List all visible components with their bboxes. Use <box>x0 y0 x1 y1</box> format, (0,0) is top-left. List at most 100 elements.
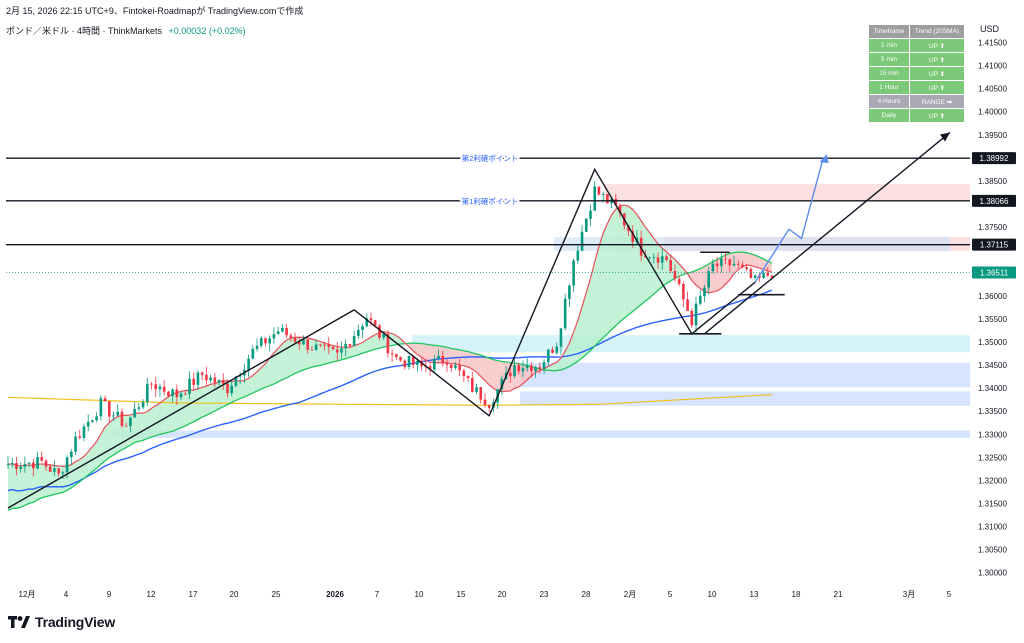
ma-fill-up <box>354 344 359 356</box>
ma-fill-up <box>582 292 587 358</box>
ma-fill-up <box>265 358 270 388</box>
ma-fill-up <box>113 416 118 455</box>
ma-fill-up <box>278 343 283 382</box>
candle <box>226 383 229 394</box>
candle <box>445 363 449 365</box>
candle <box>682 283 685 300</box>
candle <box>466 375 470 379</box>
candle <box>407 356 411 367</box>
zone-support <box>520 391 970 406</box>
zone-support <box>520 362 970 388</box>
candle <box>36 456 39 469</box>
candle <box>91 420 94 422</box>
ma-fill-up <box>16 465 21 509</box>
ma-fill-down <box>729 252 735 280</box>
candle <box>217 379 221 383</box>
ma-fill-down <box>430 344 435 363</box>
candle <box>297 341 301 345</box>
price-tick-label: 1.34000 <box>978 384 1007 393</box>
ma-fill-up <box>206 384 211 416</box>
ma-fill-up <box>607 214 612 334</box>
candle <box>538 367 542 369</box>
ma-fill-down <box>463 350 469 367</box>
candle <box>285 327 288 336</box>
drawings-layer <box>7 131 951 509</box>
price-axis[interactable]: 1.38992 1.38066 1.37115 1.41500 1.41000 1.405… <box>972 39 1016 578</box>
candle <box>525 365 529 369</box>
trend-table-header: Timeframe Trend (20SMA) <box>868 24 965 39</box>
candle <box>627 225 630 232</box>
ma-fill-up <box>632 209 637 312</box>
time-axis[interactable]: 12月 4 9 12 17 20 25 2026 7 10 15 20 23 28 2月 5 10 13 18 21 3… <box>19 590 952 599</box>
ma-fill-down <box>451 348 456 364</box>
candle <box>728 259 732 266</box>
candle <box>378 325 381 338</box>
currency-label[interactable]: USD <box>980 24 1000 34</box>
zigzag-pattern <box>7 167 756 509</box>
ma-fill-up <box>316 340 321 367</box>
candle <box>221 379 225 384</box>
candle <box>289 335 293 338</box>
tradingview-logo[interactable]: TradingView <box>8 614 115 630</box>
candle <box>162 386 166 392</box>
ma-mid-line <box>7 251 773 511</box>
candle <box>741 264 744 268</box>
time-tick-label: 5 <box>668 590 673 599</box>
time-tick-label: 15 <box>457 590 466 599</box>
ma-fill-down <box>417 343 422 358</box>
ma-fill-up <box>282 340 287 380</box>
candle <box>247 358 250 370</box>
symbol-title: ポンド／米ドル · 4時間 · ThinkMarkets <box>6 26 163 36</box>
candle <box>652 257 656 259</box>
ma-fill-up <box>189 390 194 424</box>
ma-fill-up <box>628 206 633 315</box>
ma-fill-up <box>20 465 25 508</box>
candle <box>23 463 27 467</box>
candle <box>99 398 103 417</box>
trend-value: RANGE ➡ <box>909 94 965 109</box>
time-tick-label: 18 <box>792 590 801 599</box>
price-tick-label: 1.36000 <box>978 292 1007 301</box>
candle <box>230 385 234 394</box>
ma-fill-up <box>210 383 215 414</box>
trend-timeframe: 1 min <box>868 38 910 53</box>
zone-resistance <box>604 184 970 202</box>
candle <box>340 348 343 353</box>
candle <box>732 263 736 266</box>
candle <box>95 416 98 421</box>
candle <box>167 391 170 397</box>
candle <box>572 260 575 286</box>
ma-fill-down <box>700 266 705 292</box>
candle <box>711 263 715 272</box>
candle <box>753 275 757 278</box>
candle <box>517 365 521 372</box>
candle <box>268 338 272 344</box>
candle <box>154 384 158 390</box>
ma-fill-up <box>320 341 325 366</box>
ma-fill-up <box>577 306 583 362</box>
time-tick-label: 10 <box>708 590 717 599</box>
candle <box>234 376 238 386</box>
candle <box>395 354 398 358</box>
candle <box>580 231 584 251</box>
ma-fill-up <box>645 227 650 302</box>
forecast-path <box>754 159 824 283</box>
level-price-label: 1.38066 <box>980 197 1009 206</box>
trend-value: UP ⬆ <box>909 66 965 81</box>
ma-fill-up <box>641 220 646 305</box>
ma-fill-up <box>590 261 595 351</box>
candle <box>551 349 554 353</box>
candle <box>606 194 609 204</box>
candle <box>614 198 618 206</box>
ma-fill-up <box>164 396 169 434</box>
ma-fill-up <box>45 464 51 497</box>
ma-long-line <box>7 394 773 406</box>
ma-fill-up <box>615 205 621 326</box>
trend-header-timeframe: Timeframe <box>868 24 910 39</box>
candle <box>736 263 740 265</box>
price-tick-label: 1.30500 <box>978 545 1007 554</box>
candle <box>534 367 537 372</box>
ma-fill-down <box>759 256 764 270</box>
